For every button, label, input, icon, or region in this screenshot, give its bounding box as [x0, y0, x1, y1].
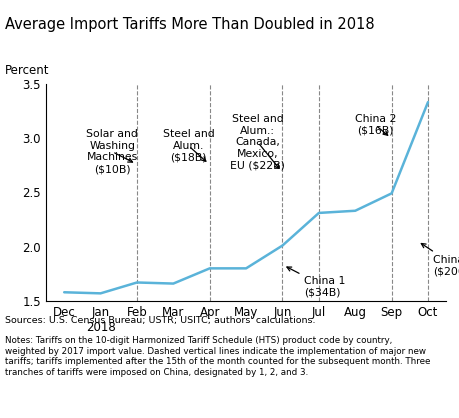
Text: Steel and
Alum.
($18B): Steel and Alum. ($18B)	[162, 129, 214, 163]
Text: Sources: U.S. Census Bureau; USTR; USITC; authors' calculations.: Sources: U.S. Census Bureau; USTR; USITC…	[5, 316, 314, 325]
Text: Average Import Tariffs More Than Doubled in 2018: Average Import Tariffs More Than Doubled…	[5, 17, 374, 32]
Text: Steel and
Alum.:
Canada,
Mexico,
EU ($22B): Steel and Alum.: Canada, Mexico, EU ($22…	[230, 114, 285, 171]
Text: Percent: Percent	[5, 64, 49, 77]
Text: Solar and
Washing
Machines
($10B): Solar and Washing Machines ($10B)	[86, 129, 138, 174]
Text: China 3
($200B): China 3 ($200B)	[420, 244, 459, 277]
Text: China 2
($16B): China 2 ($16B)	[354, 114, 395, 135]
Text: China 1
($34B): China 1 ($34B)	[286, 267, 345, 298]
Text: Notes: Tariffs on the 10-digit Harmonized Tariff Schedule (HTS) product code by : Notes: Tariffs on the 10-digit Harmonize…	[5, 336, 429, 377]
